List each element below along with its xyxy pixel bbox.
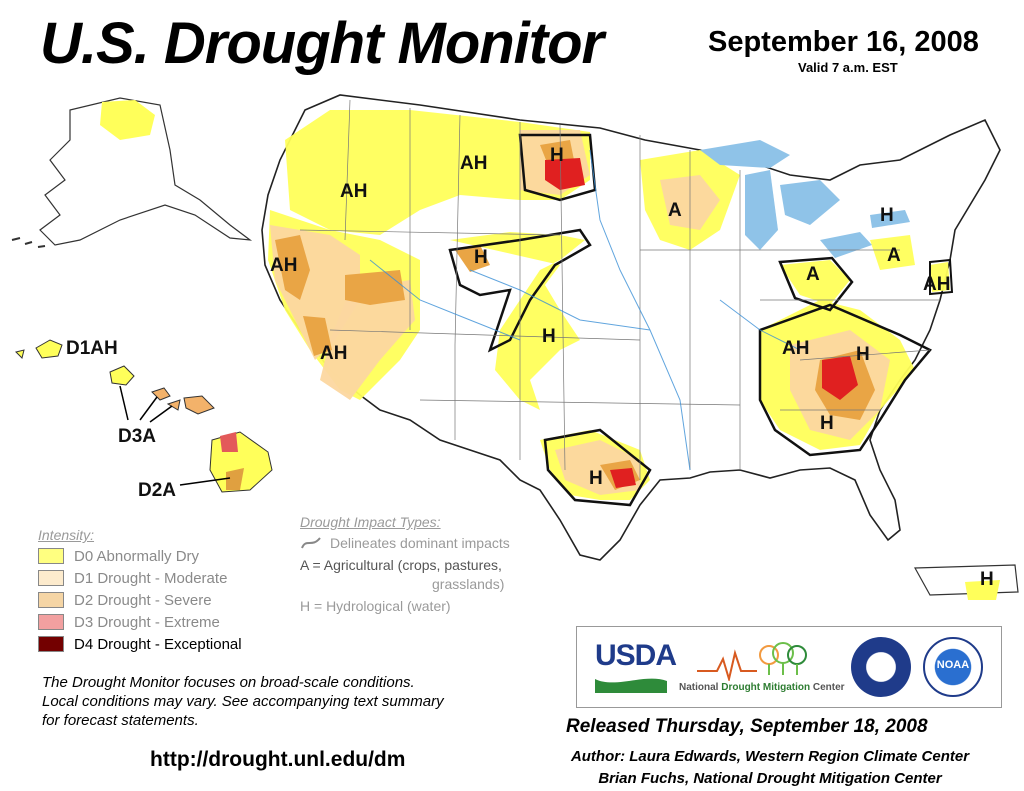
label-a-1: A — [668, 200, 682, 221]
disclaimer-note: The Drought Monitor focuses on broad-sca… — [42, 673, 562, 730]
legend-item-d2: D2 Drought - Severe — [38, 591, 212, 609]
label-ah-3: AH — [270, 255, 297, 276]
map-labels: D1AH D3A D2A AH AH AH AH H H H H A H A A… — [66, 145, 994, 590]
label-h-5: H — [880, 205, 894, 226]
ndmc-logo-icon — [697, 642, 807, 681]
label-ah-4: AH — [320, 343, 347, 364]
label-ah-5: AH — [923, 274, 950, 295]
impact-types-title: Drought Impact Types: — [300, 514, 441, 530]
noaa-logo-text: NOAA — [936, 659, 970, 671]
note-line-1: The Drought Monitor focuses on broad-sca… — [42, 674, 415, 691]
impact-delineates: Delineates dominant impacts — [330, 535, 510, 551]
label-h-6: H — [856, 344, 870, 365]
conus — [261, 94, 1001, 561]
legend-item-d4: D4 Drought - Exceptional — [38, 635, 242, 653]
author-credits: Author: Laura Edwards, Western Region Cl… — [520, 746, 1020, 790]
legend-label-d4: D4 Drought - Exceptional — [74, 635, 242, 653]
website-link[interactable]: http://drought.unl.edu/dm — [150, 748, 406, 771]
legend-label-d0: D0 Abnormally Dry — [74, 547, 200, 565]
legend-title: Intensity: — [38, 527, 95, 543]
legend-label-d1: D1 Drought - Moderate — [74, 569, 228, 587]
legend-swatch-d2 — [38, 592, 64, 608]
legend-item-d1: D1 Drought - Moderate — [38, 569, 227, 587]
impact-agricultural: A = Agricultural (crops, pastures, — [300, 557, 502, 573]
impact-boundary-icon — [301, 537, 321, 549]
ndmc-prefix: National — [679, 682, 719, 693]
partner-logos: USDA National Drought Mitigation Center … — [576, 626, 1002, 708]
label-ah-2: AH — [460, 153, 487, 174]
label-a-3: A — [806, 264, 820, 285]
impact-agricultural-cont: grasslands) — [432, 576, 505, 592]
author-line-1: Author: Laura Edwards, Western Region Cl… — [570, 748, 970, 765]
impact-hydrological: H = Hydrological (water) — [300, 598, 451, 614]
label-h-1: H — [550, 145, 564, 166]
label-hawaii-d1ah: D1AH — [66, 338, 118, 359]
usda-swoosh-icon — [595, 678, 667, 693]
valid-time: Valid 7 a.m. EST — [798, 60, 898, 75]
legend-label-d2: D2 Drought - Severe — [74, 591, 212, 609]
legend-swatch-d0 — [38, 548, 64, 564]
label-ah-1: AH — [340, 181, 367, 202]
legend-label-d3: D3 Drought - Extreme — [74, 613, 220, 631]
legend-swatch-d3 — [38, 614, 64, 630]
commerce-seal-icon — [851, 637, 911, 697]
label-h-pr: H — [980, 569, 994, 590]
usda-logo: USDA — [595, 639, 677, 672]
label-h-7: H — [820, 413, 834, 434]
ndmc-middle: Drought Mitigation — [721, 682, 811, 693]
label-h-3: H — [542, 326, 556, 347]
label-hawaii-d2a: D2A — [138, 480, 176, 501]
label-h-2: H — [474, 247, 488, 268]
author-line-2: Brian Fuchs, National Drought Mitigation… — [598, 770, 942, 787]
label-a-2: A — [887, 245, 901, 266]
legend-swatch-d4 — [38, 636, 64, 652]
legend-swatch-d1 — [38, 570, 64, 586]
release-date: Released Thursday, September 18, 2008 — [566, 716, 928, 737]
page-title: U.S. Drought Monitor — [40, 11, 604, 76]
legend-item-d0: D0 Abnormally Dry — [38, 547, 199, 565]
map-date: September 16, 2008 — [708, 26, 979, 58]
label-h-4: H — [589, 468, 603, 489]
noaa-logo-icon: NOAA — [923, 637, 983, 697]
legend-item-d3: D3 Drought - Extreme — [38, 613, 220, 631]
ndmc-logo-text: National Drought Mitigation Center — [679, 682, 845, 693]
label-hawaii-d3a: D3A — [118, 426, 156, 447]
puerto-rico — [913, 564, 1019, 600]
alaska — [11, 97, 253, 248]
note-line-3: for forecast statements. — [42, 712, 199, 729]
hawaii — [15, 339, 273, 493]
label-ah-6: AH — [782, 338, 809, 359]
note-line-2: Local conditions may vary. See accompany… — [42, 693, 444, 710]
ndmc-suffix: Center — [812, 682, 845, 693]
